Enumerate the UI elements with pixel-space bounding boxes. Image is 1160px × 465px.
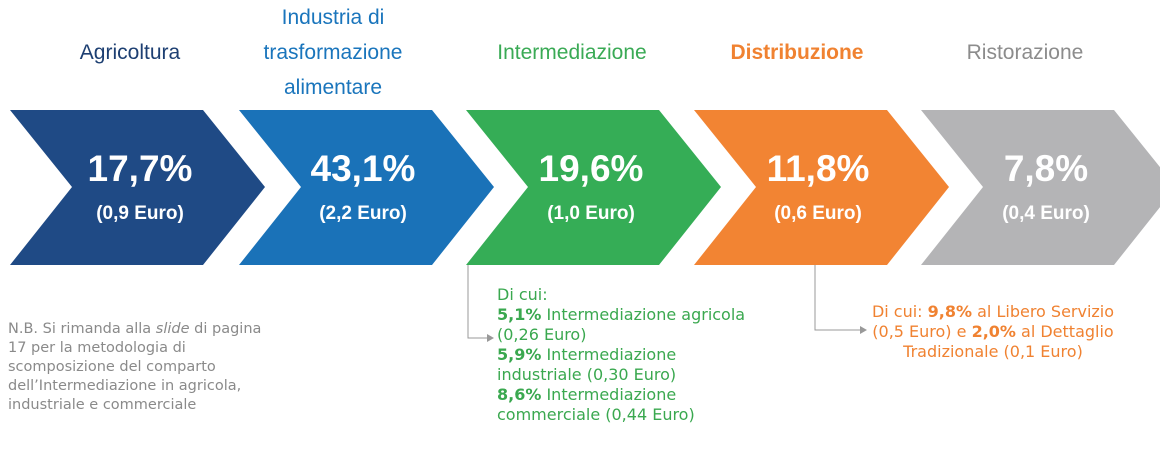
distribuzione-note: Di cui: 9,8% al Libero Servizio (0,5 Eur… (868, 302, 1118, 362)
arrowhead (860, 326, 867, 334)
intermediazione-note: Di cui: 5,1% Intermediazione agricola (0… (497, 285, 759, 425)
stage-amount: (0,6 Euro) (774, 203, 862, 224)
stage-label: Agricoltura (79, 41, 181, 64)
stage-amount: (0,9 Euro) (96, 203, 184, 224)
item-text: Intermediazione agricola (0,26 Euro) (497, 305, 746, 344)
chevron (921, 110, 1160, 265)
stage-share: 43,1% (310, 148, 416, 189)
stage-share: 19,6% (538, 148, 644, 189)
note-share: 9,8% (927, 302, 973, 321)
note-text: al Libero Servizio (0,5 Euro) e (872, 302, 1115, 341)
stage-label: Ristorazione (966, 41, 1084, 64)
note-text: al Dettaglio Tradizionale (0,1 Euro) (903, 322, 1114, 361)
stage-label: Intermediazione (497, 41, 647, 64)
note-italic: slide (155, 321, 190, 337)
stage-share: 17,7% (87, 148, 193, 189)
item-share: 5,1% (497, 305, 542, 324)
note-item: 5,1% Intermediazione agricola (0,26 Euro… (497, 305, 759, 345)
note-item: 8,6% Intermediazione commerciale (0,44 E… (497, 385, 759, 425)
item-text: Intermediazione commerciale (0,44 Euro) (497, 385, 695, 424)
note-share: 2,0% (971, 322, 1016, 341)
note-text: Di cui: (871, 302, 928, 321)
item-share: 5,9% (497, 345, 542, 364)
stage-amount: (0,4 Euro) (1002, 203, 1090, 224)
nb-note: N.B. Si rimanda alla slide di pagina 17 … (8, 320, 283, 415)
stage-amount: (1,0 Euro) (547, 203, 635, 224)
note-text: di pagina 17 per la metodologia di scomp… (8, 321, 262, 413)
stage-share: 11,8% (766, 148, 870, 189)
connector (814, 265, 863, 331)
stage-label: Industria di trasformazione alimentare (263, 6, 403, 99)
chevron (466, 110, 721, 265)
chevron (239, 110, 494, 265)
arrowhead (487, 334, 494, 342)
chevron (694, 110, 949, 265)
note-item: 5,9% Intermediazione industriale (0,30 E… (497, 345, 759, 385)
item-text: Intermediazione industriale (0,30 Euro) (497, 345, 677, 384)
stage-label: Distribuzione (730, 41, 864, 64)
chevron (10, 110, 265, 265)
note-text: N.B. Si rimanda alla (8, 321, 156, 337)
note-intro: Di cui: (497, 285, 548, 304)
connector (467, 265, 490, 339)
item-share: 8,6% (497, 385, 542, 404)
stage-share: 7,8% (1003, 148, 1089, 189)
stage-amount: (2,2 Euro) (319, 203, 407, 224)
